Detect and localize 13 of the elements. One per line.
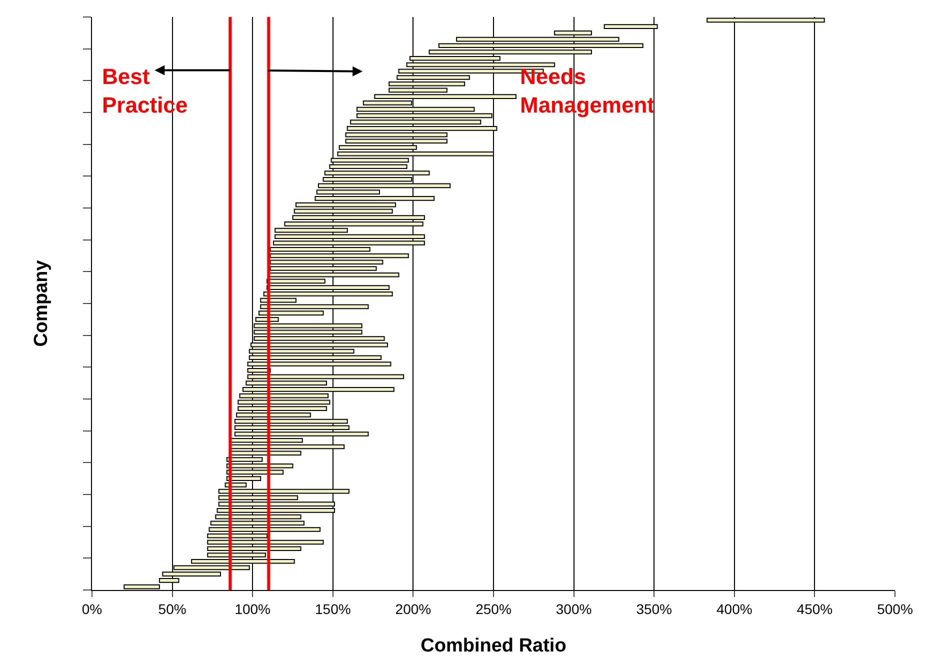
y-axis-title: Company [30, 260, 52, 347]
x-axis-title: Combined Ratio [420, 636, 566, 657]
x-tick-label: 250% [476, 600, 512, 617]
x-tick-label: 150% [314, 600, 351, 617]
x-tick-label: 100% [234, 600, 271, 617]
x-tick-label: 0% [82, 600, 102, 617]
x-tick-label: 300% [556, 600, 592, 617]
x-tick-label: 200% [395, 600, 432, 617]
x-tick-label: 500% [877, 600, 913, 617]
x-tick-label: 350% [636, 600, 672, 617]
x-tick-label: 50% [158, 600, 186, 617]
x-tick-label: 450% [796, 600, 833, 617]
x-tick-label: 400% [716, 600, 752, 617]
